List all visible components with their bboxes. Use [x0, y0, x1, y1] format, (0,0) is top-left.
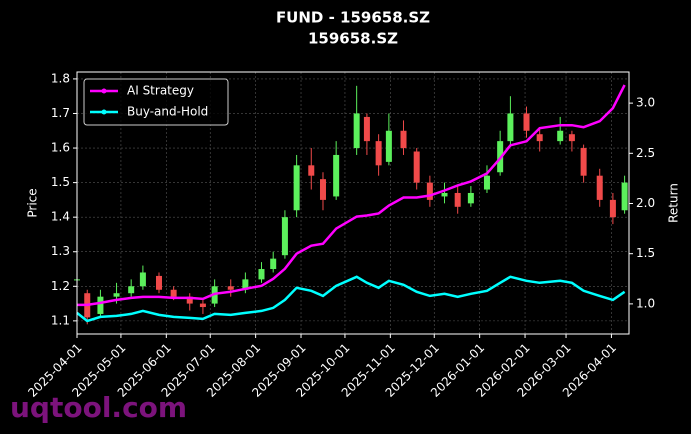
legend-marker	[101, 88, 107, 94]
y2-tick-label: 1.0	[636, 296, 655, 310]
candle-body	[113, 293, 120, 297]
candle-body	[413, 151, 420, 183]
candle-body	[319, 179, 326, 200]
candle-body	[536, 134, 543, 142]
y2-tick-label: 3.0	[636, 96, 655, 110]
candle-body	[270, 258, 277, 270]
legend-marker	[101, 109, 107, 115]
legend-box	[83, 78, 229, 126]
candle-body	[523, 113, 530, 131]
candle-body	[400, 130, 407, 149]
y-axis-label: Price	[26, 188, 40, 217]
candle-body	[186, 296, 193, 304]
y-tick-label: 1.8	[51, 71, 70, 85]
candle-body	[568, 134, 575, 142]
candle-body	[281, 217, 288, 256]
candle-body	[170, 289, 177, 297]
candle-body	[308, 165, 315, 176]
candle-body	[557, 130, 564, 142]
candle-body	[580, 148, 587, 176]
candle-body	[426, 182, 433, 200]
y-tick-label: 1.5	[51, 175, 70, 189]
candle-body	[155, 275, 162, 290]
y2-axis-label: Return	[667, 183, 681, 223]
legend-label: AI Strategy	[127, 84, 194, 98]
y-tick-label: 1.2	[51, 279, 70, 293]
return-line	[76, 275, 626, 323]
candle-body	[483, 175, 490, 190]
candle-body	[97, 296, 104, 314]
candle-body	[385, 130, 392, 162]
watermark: uqtool.com	[10, 391, 187, 424]
plot-frame	[76, 71, 630, 335]
candle-body	[293, 165, 300, 211]
y2-tick-label: 2.0	[636, 196, 655, 210]
y-tick-label: 1.4	[51, 210, 70, 224]
candle-body	[353, 113, 360, 149]
candle-body	[596, 175, 603, 200]
candle-body	[227, 286, 234, 290]
legend: AI Strategy Buy-and-Hold	[83, 78, 229, 126]
chart-title: FUND - 159658.SZ	[276, 9, 430, 27]
chart-subtitle: 159658.SZ	[308, 30, 398, 48]
y-tick-label: 1.3	[51, 244, 70, 258]
legend-label: Buy-and-Hold	[127, 105, 208, 119]
y2-tick-label: 2.5	[636, 146, 655, 160]
candle-body	[609, 199, 616, 218]
y-tick-label: 1.7	[51, 106, 70, 120]
candle-body	[363, 116, 370, 142]
candle-body	[507, 113, 514, 142]
candle-body	[139, 272, 146, 287]
y2-tick-label: 1.5	[636, 246, 655, 260]
candle-body	[333, 154, 340, 197]
return-line	[77, 84, 626, 307]
candle-body	[454, 192, 461, 207]
candle-body	[375, 141, 382, 166]
candle-body	[467, 192, 474, 204]
candle-body	[441, 192, 448, 197]
candle-body	[242, 279, 249, 290]
candle-body	[199, 303, 206, 308]
candle-body	[621, 182, 628, 211]
candle-body	[128, 286, 135, 294]
y-tick-label: 1.1	[51, 313, 70, 327]
candle-body	[258, 269, 265, 280]
y-tick-label: 1.6	[51, 141, 70, 155]
